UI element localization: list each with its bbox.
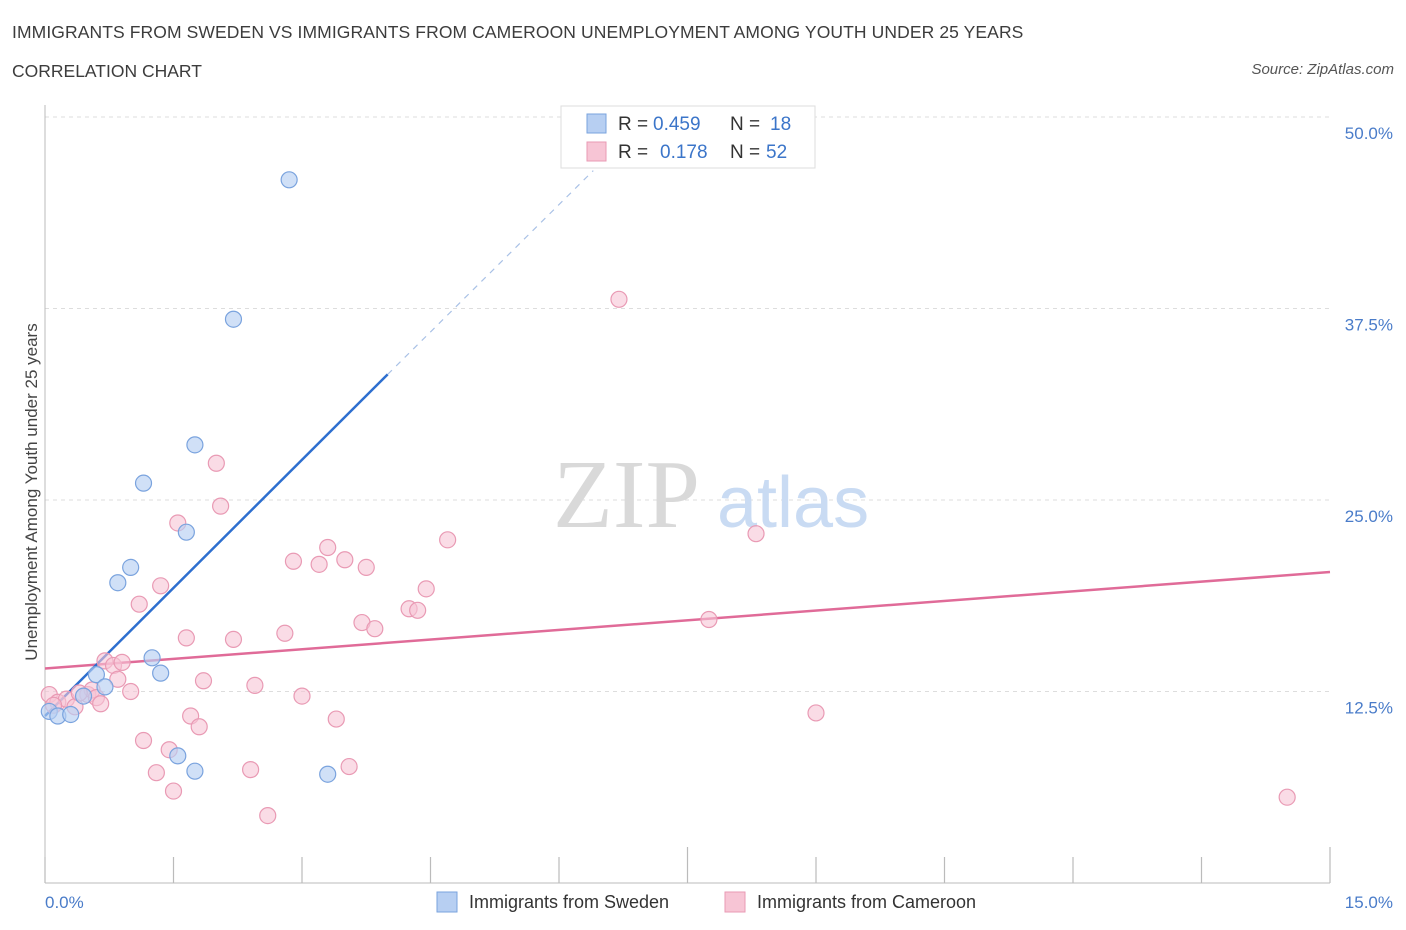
cameroon-point bbox=[366, 620, 384, 638]
cameroon-point bbox=[147, 764, 165, 782]
cameroon-point bbox=[700, 610, 718, 629]
cameroon-point bbox=[224, 630, 243, 649]
legend-sweden-swatch bbox=[436, 891, 458, 913]
chart-subtitle: CORRELATION CHART bbox=[12, 61, 202, 81]
watermark: ZIP atlas bbox=[553, 441, 869, 549]
cameroon-r-label: R = bbox=[618, 142, 648, 163]
stats-legend: R = 0.459 N = 18 R = 0.178 N = 52 bbox=[560, 105, 816, 169]
y-tick-label-2: 37.5% bbox=[1345, 316, 1393, 335]
cameroon-point bbox=[130, 595, 148, 613]
cameroon-points bbox=[40, 290, 1296, 825]
tick-labels: 12.5% 25.0% 37.5% 50.0% 0.0% 15.0% bbox=[45, 124, 1393, 912]
sweden-point bbox=[134, 474, 153, 492]
cameroon-point bbox=[439, 531, 457, 549]
sweden-n-label: N = bbox=[730, 114, 760, 135]
sweden-point bbox=[280, 171, 298, 189]
x-tick-label-0: 0.0% bbox=[45, 893, 84, 912]
series-legend: Immigrants from Sweden Immigrants from C… bbox=[436, 891, 976, 913]
cameroon-n-value: 52 bbox=[766, 142, 787, 163]
cameroon-point bbox=[327, 710, 345, 728]
sweden-n-value: 18 bbox=[770, 114, 791, 135]
cameroon-point bbox=[113, 653, 131, 671]
legend-cameroon-swatch bbox=[724, 891, 746, 913]
sweden-point bbox=[62, 705, 80, 724]
cameroon-point bbox=[276, 624, 294, 642]
cameroon-point bbox=[109, 670, 127, 688]
cameroon-point bbox=[190, 718, 208, 736]
y-tick-label-0: 12.5% bbox=[1345, 699, 1393, 718]
sweden-point bbox=[224, 310, 243, 328]
cameroon-point bbox=[164, 782, 183, 800]
legend-sweden-label: Immigrants from Sweden bbox=[469, 892, 669, 912]
cameroon-n-label: N = bbox=[730, 142, 760, 163]
legend-cameroon-label: Immigrants from Cameroon bbox=[757, 892, 976, 912]
cameroon-point bbox=[177, 629, 195, 647]
sweden-point bbox=[186, 436, 204, 454]
cameroon-point bbox=[194, 672, 213, 690]
cameroon-point bbox=[122, 682, 140, 701]
sweden-point bbox=[122, 558, 140, 577]
cameroon-point bbox=[242, 761, 260, 779]
sweden-point bbox=[186, 762, 204, 780]
cameroon-point bbox=[610, 290, 628, 308]
sweden-point bbox=[143, 649, 161, 667]
cameroon-trend-line bbox=[44, 570, 1331, 670]
sweden-point bbox=[177, 523, 195, 541]
cameroon-point bbox=[259, 806, 277, 825]
cameroon-point bbox=[747, 525, 765, 543]
y-axis-label: Unemployment Among Youth under 25 years bbox=[22, 323, 41, 660]
grid-lines bbox=[45, 116, 1330, 692]
x-tick-label-1: 15.0% bbox=[1345, 893, 1393, 912]
sweden-r-value: 0.459 bbox=[653, 114, 701, 135]
sweden-point bbox=[109, 574, 127, 592]
cameroon-r-value: 0.178 bbox=[660, 142, 708, 163]
cameroon-point bbox=[357, 558, 375, 577]
cameroon-point bbox=[1278, 788, 1296, 806]
sweden-r-label: R = bbox=[618, 114, 648, 135]
cameroon-point bbox=[319, 538, 337, 557]
cameroon-point bbox=[212, 497, 230, 515]
cameroon-point bbox=[293, 687, 311, 705]
cameroon-point bbox=[152, 577, 170, 595]
cameroon-point bbox=[310, 555, 328, 573]
watermark-atlas: atlas bbox=[717, 463, 869, 543]
y-tick-label-3: 50.0% bbox=[1345, 124, 1393, 143]
watermark-zip: ZIP bbox=[553, 441, 700, 549]
cameroon-point bbox=[807, 704, 825, 722]
sweden-point bbox=[74, 687, 93, 705]
cameroon-point bbox=[340, 757, 358, 776]
chart-title: IMMIGRANTS FROM SWEDEN VS IMMIGRANTS FRO… bbox=[12, 22, 1024, 42]
sweden-point bbox=[96, 678, 114, 696]
cameroon-point bbox=[246, 676, 264, 694]
cameroon-point bbox=[409, 601, 427, 619]
sweden-swatch bbox=[586, 113, 607, 134]
cameroon-point bbox=[417, 580, 435, 598]
sweden-point bbox=[87, 666, 106, 684]
sweden-trend-extension bbox=[387, 170, 594, 375]
y-tick-label-1: 25.0% bbox=[1345, 507, 1393, 526]
cameroon-point bbox=[284, 552, 303, 570]
source-label: Source: ZipAtlas.com bbox=[1251, 61, 1394, 78]
cameroon-point bbox=[207, 454, 225, 472]
cameroon-point bbox=[92, 695, 110, 713]
cameroon-point bbox=[134, 731, 153, 750]
sweden-points bbox=[40, 171, 337, 783]
sweden-point bbox=[152, 664, 170, 682]
cameroon-point bbox=[336, 551, 354, 569]
cameroon-swatch bbox=[586, 141, 607, 162]
axes bbox=[44, 105, 1331, 884]
sweden-trend-line bbox=[44, 373, 389, 717]
sweden-point bbox=[169, 747, 187, 765]
sweden-point bbox=[319, 765, 337, 783]
